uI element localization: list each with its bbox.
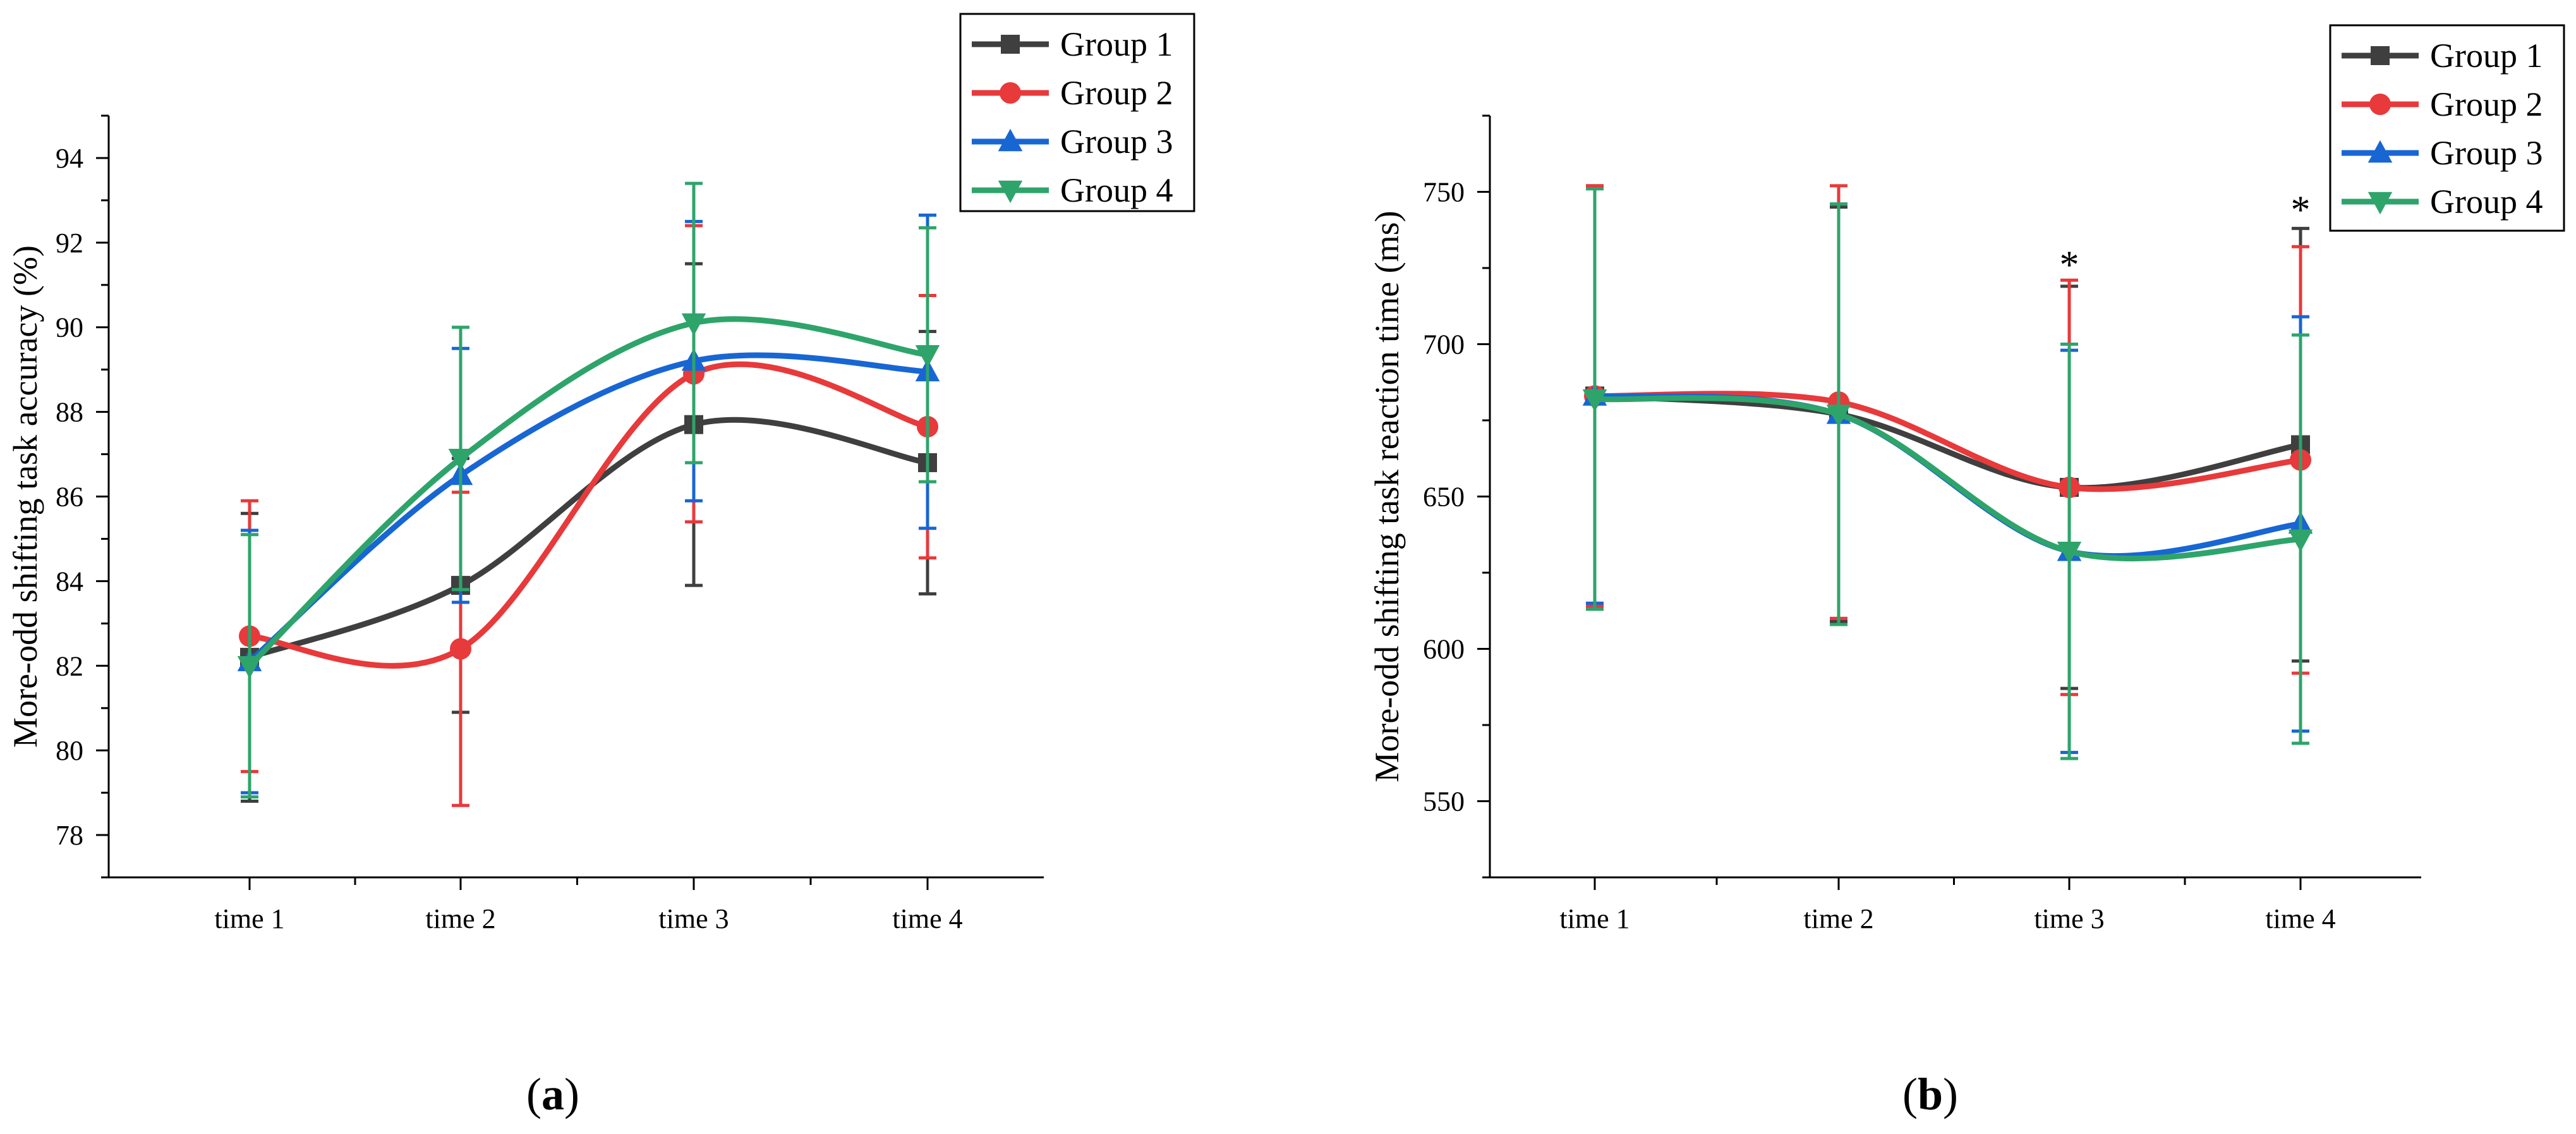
significance-star: *: [2291, 189, 2311, 232]
series-line: [1592, 391, 2304, 492]
data-point-triangle-down: [2288, 529, 2313, 552]
series-line: [1592, 395, 2304, 562]
y-tick-label: 82: [56, 650, 83, 681]
legend-item: Group 3: [972, 123, 1173, 161]
x-tick-label: time 1: [214, 903, 284, 934]
y-tick-label: 550: [1423, 786, 1465, 817]
y-tick-label: 650: [1423, 482, 1465, 513]
legend-label: Group 2: [1060, 74, 1173, 112]
legend-marker-circle: [2369, 94, 2391, 115]
data-point-triangle-down: [2057, 542, 2082, 564]
series-2: [1584, 184, 2311, 697]
legend-marker-triangle-down: [2367, 192, 2393, 215]
legend-label: Group 2: [2430, 85, 2543, 123]
x-tick-label: time 3: [658, 903, 729, 934]
legend-item: Group 1: [2342, 37, 2543, 75]
panel-label: (a): [526, 1069, 579, 1119]
y-tick-label: 78: [56, 820, 83, 851]
y-tick-label: 700: [1423, 329, 1465, 360]
y-tick-label: 94: [56, 143, 83, 174]
panel-label-close: ): [564, 1069, 579, 1119]
legend-item: Group 2: [972, 74, 1173, 112]
legend-label: Group 1: [1060, 25, 1173, 63]
data-point-triangle-down: [915, 344, 940, 368]
legend-item: Group 4: [972, 171, 1173, 209]
y-tick-label: 86: [56, 482, 83, 513]
legend-item: Group 1: [972, 25, 1173, 63]
data-point-triangle-down: [448, 449, 473, 472]
y-tick-label: 92: [56, 228, 83, 259]
y-axis-title: More-odd shifting task accuracy (%): [6, 245, 44, 748]
y-axis-title: More-odd shifting task reaction time (ms…: [1368, 210, 1406, 782]
legend-label: Group 4: [1060, 171, 1173, 209]
series-line: [246, 316, 931, 669]
legend-label: Group 3: [1060, 123, 1173, 161]
legend-marker-square: [1001, 35, 1020, 54]
y-tick-label: 600: [1423, 634, 1465, 665]
y-tick-label: 90: [56, 312, 83, 343]
legend-marker-triangle-down: [998, 180, 1023, 204]
legend-label: Group 4: [2430, 183, 2543, 221]
panel-a-accuracy-chart: 78 80 82 84 86 88 90 92 94 time 1 time 2 time 3 time…: [6, 13, 1195, 1119]
series-1: [1585, 184, 2310, 690]
legend-marker-triangle-up: [2367, 140, 2393, 163]
series-line: [246, 417, 931, 661]
x-tick-label: time 1: [1559, 903, 1630, 934]
series-1: [240, 262, 937, 803]
legend-item: Group 3: [2342, 134, 2543, 172]
legend-label: Group 1: [2430, 37, 2543, 75]
legend-box: [2329, 24, 2565, 232]
panel-label-close: ): [1943, 1069, 1958, 1119]
panel-b-reaction-time-chart: 550 600 650 700 750 time 1 time 2 time 3 time 4 M…: [1368, 24, 2565, 1119]
data-point-triangle-down: [681, 313, 706, 336]
series-3: [237, 213, 940, 795]
data-point-triangle-down: [1826, 405, 1851, 427]
series-line: [246, 361, 931, 669]
series-4: [1582, 187, 2313, 760]
y-tick-label: 84: [56, 566, 83, 597]
x-tick-label: time 2: [425, 903, 495, 934]
y-tick-label: 750: [1423, 177, 1465, 208]
legend: Group 1 Group 2 Group 3 Group 4: [959, 13, 1195, 212]
data-point-triangle-down: [1582, 389, 1607, 412]
x-tick-label: time 4: [2265, 903, 2335, 934]
series-2: [239, 224, 938, 807]
x-tick-label: time 4: [892, 903, 962, 934]
legend-label: Group 3: [2430, 134, 2543, 172]
panel-label-open: (: [526, 1069, 541, 1119]
data-point-circle: [450, 638, 471, 660]
legend-marker-square: [2371, 46, 2390, 65]
significance-star: *: [2060, 243, 2079, 286]
legend: Group 1 Group 2 Group 3 Group 4: [2329, 24, 2565, 232]
y-tick-label: 88: [56, 397, 83, 428]
x-tick-label: time 2: [1803, 903, 1873, 934]
panel-label-letter: b: [1918, 1069, 1943, 1119]
x-tick-label: time 3: [2034, 903, 2104, 934]
y-tick-label: 80: [56, 735, 83, 766]
legend-item: Group 2: [2342, 85, 2543, 123]
legend-marker-triangle-up: [998, 128, 1023, 152]
legend-item: Group 4: [2342, 183, 2543, 221]
data-point-triangle-down: [237, 656, 262, 679]
series-4: [237, 181, 940, 799]
series-line: [246, 352, 931, 665]
legend-marker-circle: [1000, 82, 1021, 104]
panel-label-open: (: [1902, 1069, 1918, 1119]
panel-label-letter: a: [541, 1069, 564, 1119]
panel-label: (b): [1902, 1069, 1958, 1119]
